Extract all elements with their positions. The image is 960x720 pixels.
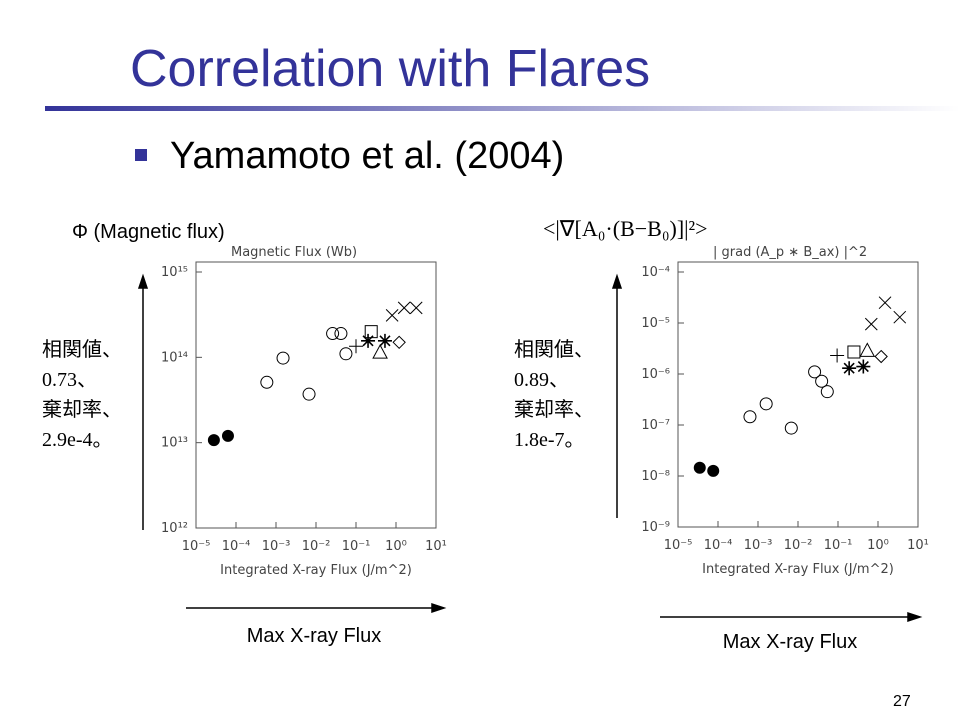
data-point — [221, 429, 234, 442]
data-point — [364, 325, 378, 339]
left-note: 0.73、 — [42, 369, 97, 391]
x-tick-label: 10⁻¹ — [342, 539, 371, 554]
data-point — [759, 397, 773, 411]
data-point — [874, 349, 888, 364]
data-point — [743, 410, 757, 424]
arrow-label: Max X-ray Flux — [247, 625, 381, 647]
x-tick-label: 10¹ — [907, 538, 929, 553]
bullet-mark — [135, 149, 147, 161]
y-tick-label: 10⁻⁷ — [641, 418, 670, 433]
left-note: 相関値、 — [42, 338, 122, 361]
data-point — [893, 310, 907, 324]
plot-frame — [677, 261, 919, 528]
right-note: 棄却率、 — [514, 398, 594, 421]
data-point — [842, 361, 857, 376]
data-point — [385, 309, 399, 322]
data-point — [859, 342, 876, 357]
y-tick-label: 10¹⁵ — [161, 265, 188, 280]
data-point — [326, 327, 340, 341]
left-note: 棄却率、 — [42, 398, 122, 421]
data-point — [207, 434, 220, 447]
x-tick-label: 10⁻³ — [744, 538, 773, 553]
data-point — [361, 333, 376, 348]
data-point — [856, 359, 871, 374]
bullet-text: Yamamoto et al. (2004) — [170, 135, 564, 177]
plot: | grad (A_p ∗ B_ax) |^2 Integrated X-ray … — [641, 245, 929, 577]
page-number: 27 — [893, 693, 911, 710]
data-point — [864, 317, 878, 331]
y-tick-label: 10⁻⁶ — [641, 367, 670, 382]
data-point — [820, 385, 834, 399]
arrow-label: Max X-ray Flux — [723, 631, 857, 653]
x-tick-label: 10⁻⁵ — [664, 538, 693, 553]
y-tick-label: 10⁻⁹ — [641, 520, 670, 535]
data-point — [349, 339, 363, 354]
data-point — [377, 333, 392, 348]
x-axis-label: Integrated X-ray Flux (J/m^2) — [220, 563, 412, 578]
data-point — [830, 348, 845, 363]
data-point — [302, 387, 316, 401]
data-point — [693, 461, 706, 474]
data-point — [808, 365, 822, 379]
arrows — [137, 273, 923, 623]
right-note: 0.89、 — [514, 369, 569, 391]
data-point — [397, 301, 411, 315]
x-tick-label: 10⁻² — [302, 539, 331, 554]
right-note: 1.8e-7。 — [514, 429, 585, 451]
left-heading: Φ (Magnetic flux) — [72, 221, 225, 243]
data-point — [339, 347, 353, 361]
y-tick-label: 10¹³ — [161, 436, 188, 451]
x-tick-label: 10⁻³ — [262, 539, 291, 554]
plot-title: Magnetic Flux (Wb) — [231, 245, 357, 260]
y-tick-label: 10⁻⁴ — [641, 265, 670, 280]
right-note: 相関値、 — [514, 338, 594, 361]
x-tick-label: 10⁻⁴ — [704, 538, 733, 553]
y-tick-label: 10¹² — [161, 521, 188, 536]
data-point — [784, 421, 798, 435]
x-tick-label: 10⁰ — [867, 538, 889, 553]
y-tick-label: 10⁻⁵ — [641, 316, 670, 331]
x-axis-label: Integrated X-ray Flux (J/m^2) — [702, 562, 894, 577]
slide-title: Correlation with Flares — [130, 40, 650, 98]
data-point — [878, 296, 892, 310]
y-tick-label: 10¹⁴ — [161, 350, 188, 365]
x-tick-label: 10⁻⁵ — [182, 539, 211, 554]
data-point — [334, 327, 348, 341]
plot-frame — [195, 261, 437, 529]
x-tick-label: 10⁻⁴ — [222, 539, 251, 554]
plot: Magnetic Flux (Wb) Integrated X-ray Flux … — [161, 245, 447, 578]
x-tick-label: 10¹ — [425, 539, 447, 554]
data-point — [815, 374, 829, 388]
x-tick-label: 10⁻¹ — [824, 538, 853, 553]
data-point — [392, 335, 406, 350]
x-tick-label: 10⁰ — [385, 539, 407, 554]
x-tick-label: 10⁻² — [784, 538, 813, 553]
data-point — [707, 464, 720, 477]
data-point — [276, 351, 290, 365]
data-point — [409, 301, 423, 315]
data-point — [260, 375, 274, 389]
title-rule — [45, 106, 960, 111]
right-heading: <|∇[A₀·(B−B₀)]|²> — [543, 216, 708, 241]
data-point — [847, 345, 861, 359]
plot-title: | grad (A_p ∗ B_ax) |^2 — [713, 245, 867, 260]
data-point — [372, 344, 388, 359]
left-note: 2.9e-4。 — [42, 429, 113, 451]
y-tick-label: 10⁻⁸ — [641, 469, 670, 484]
